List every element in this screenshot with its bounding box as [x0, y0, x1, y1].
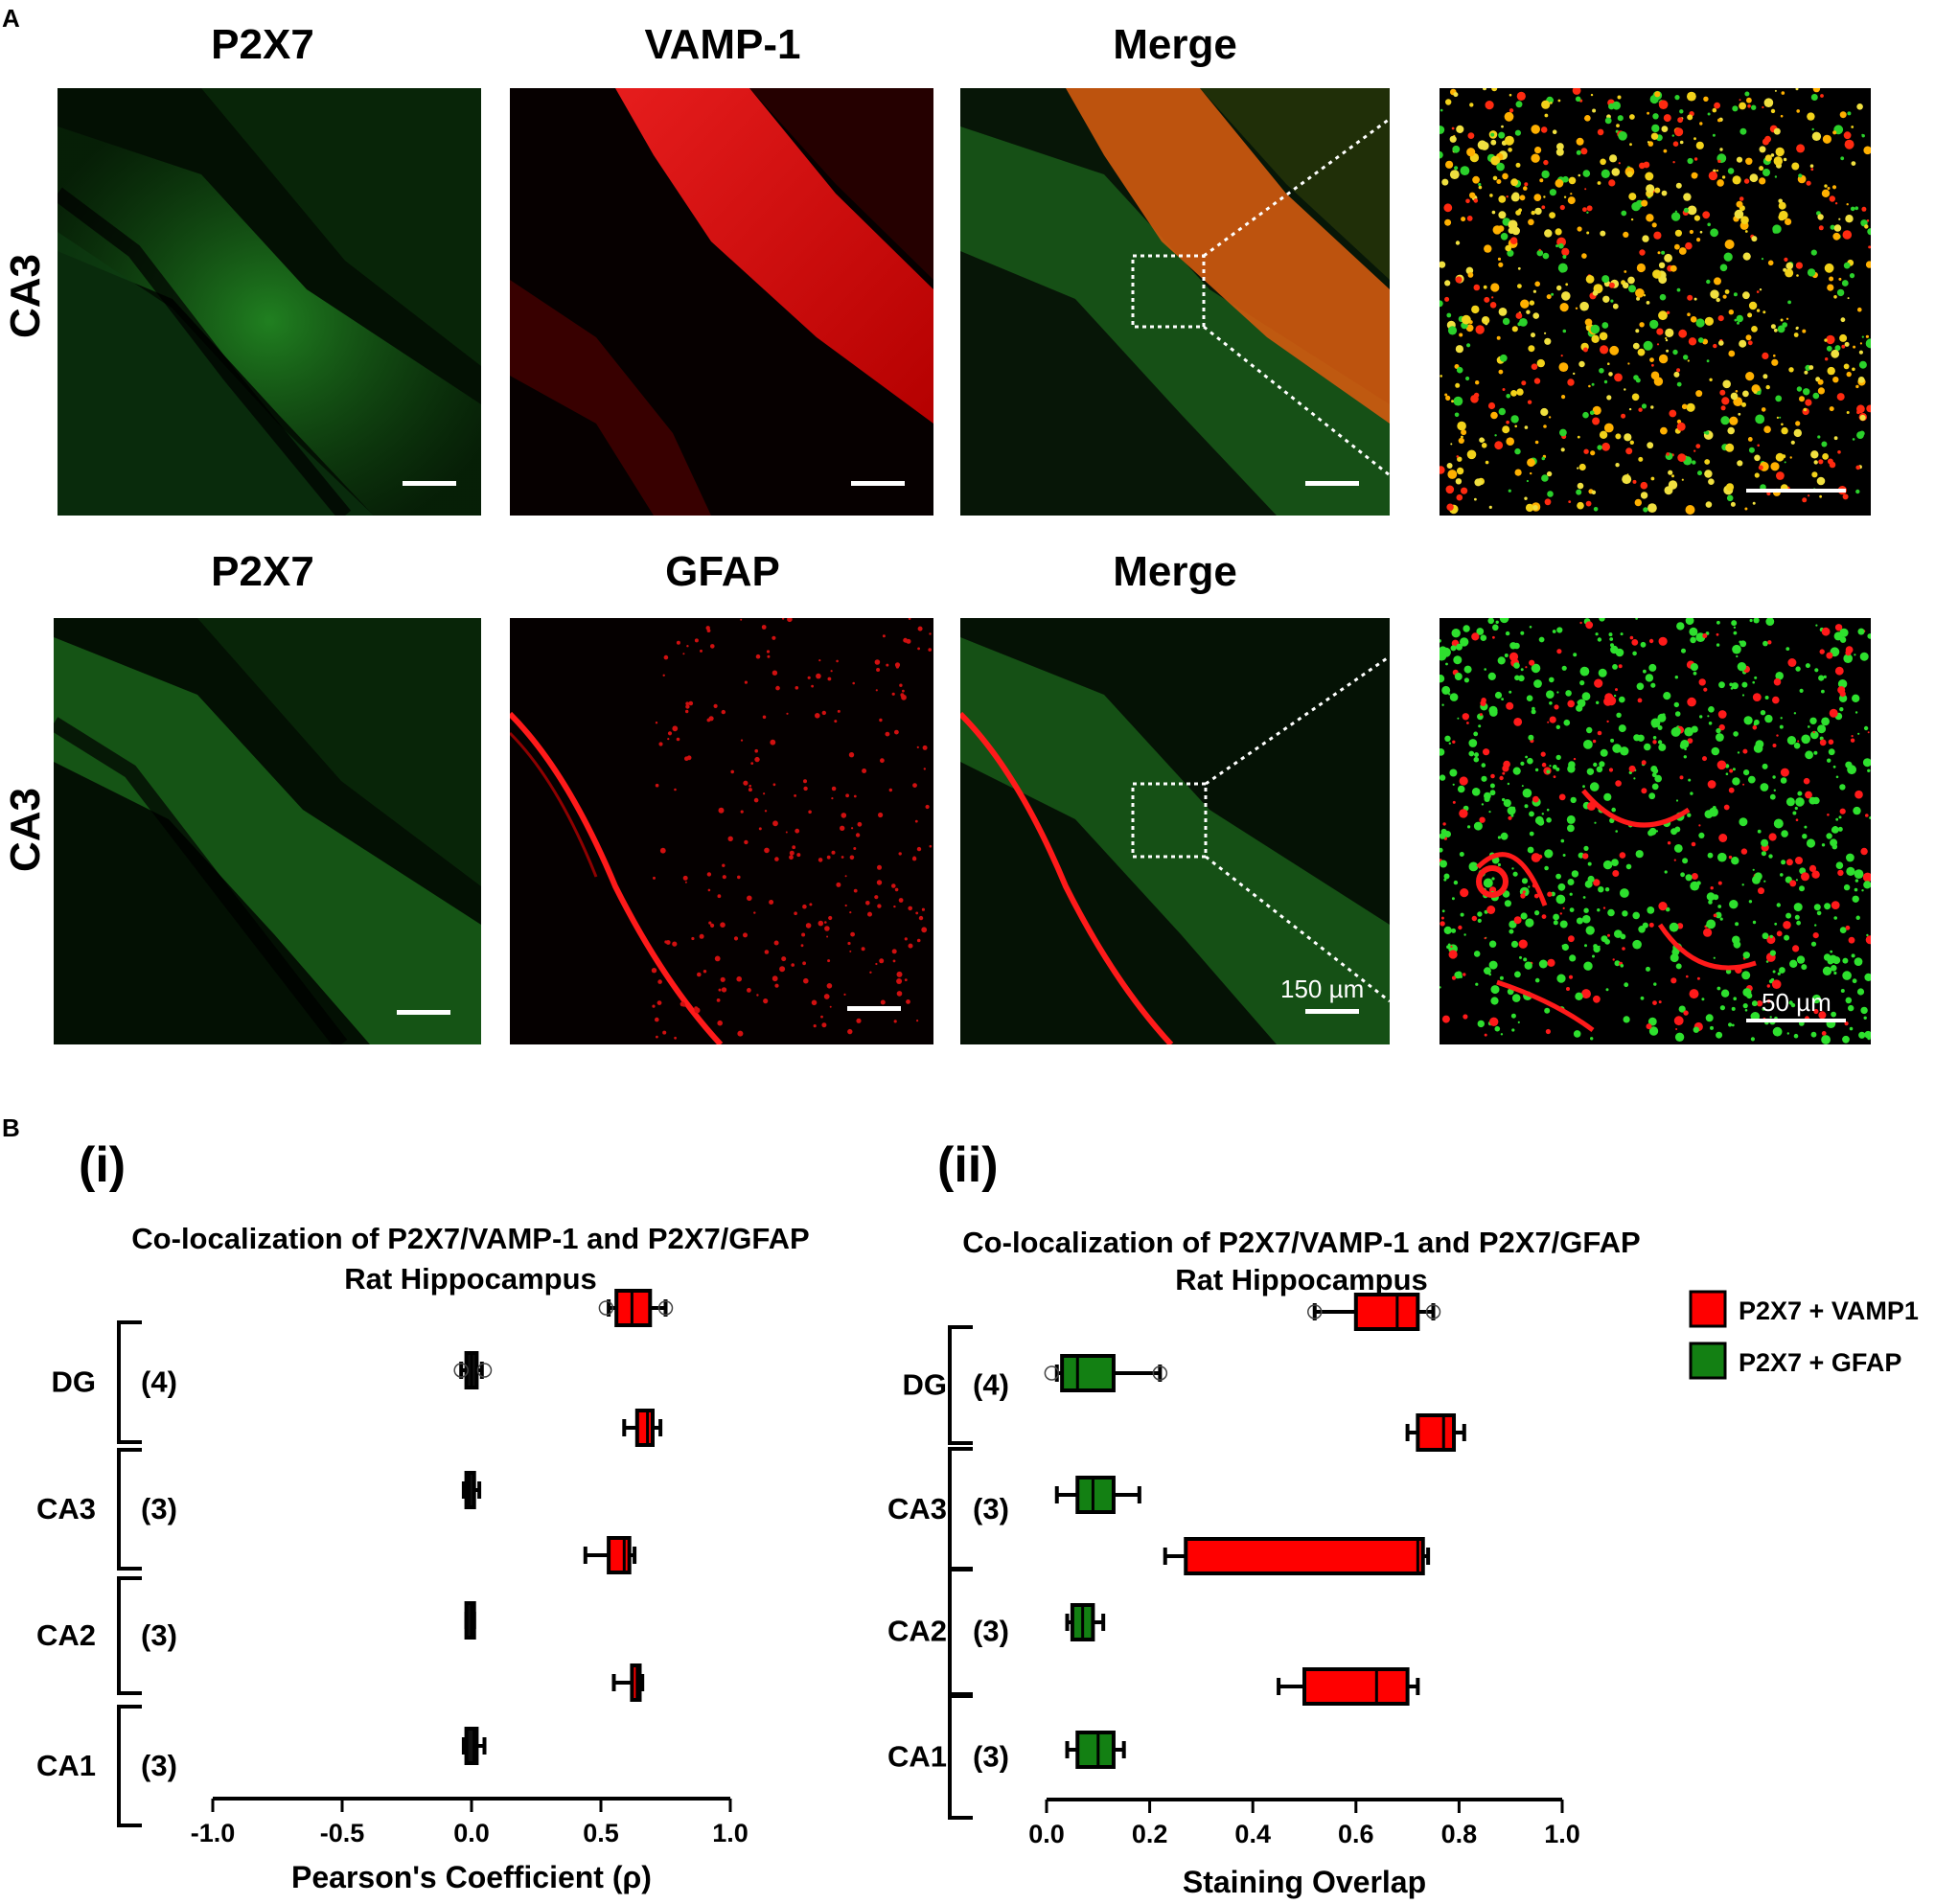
row-label-ca3-1: CA3: [2, 253, 49, 338]
scale-bar: [1746, 489, 1846, 493]
group-n: (3): [141, 1492, 177, 1525]
gfap-box: [1075, 1476, 1116, 1514]
group-n: (3): [973, 1492, 1009, 1525]
gfap-box: [1060, 1354, 1116, 1392]
micrograph-merge-gfap: 150 µm: [960, 618, 1390, 1044]
micrograph-merge-vamp1: [960, 88, 1390, 516]
x-tick-label: 0.2: [1132, 1820, 1168, 1848]
vamp-box: [1184, 1537, 1425, 1575]
x-tick-label: 0.6: [1338, 1820, 1374, 1848]
x-tick-label: 0.8: [1441, 1820, 1478, 1848]
title-merge-row1: Merge: [1113, 21, 1237, 68]
chart-title: Co-localization of P2X7/VAMP-1 and P2X7/…: [131, 1222, 809, 1255]
group-label: CA3: [887, 1492, 947, 1525]
panel-sublabel: (i): [79, 1137, 126, 1193]
scale-bar: [397, 1010, 450, 1015]
scale-label-50: 50 µm: [1762, 988, 1831, 1017]
legend-swatch: [1689, 1290, 1727, 1328]
group-n: (3): [973, 1740, 1009, 1774]
group-bracket: [117, 1320, 142, 1444]
scale-bar: [847, 1006, 901, 1011]
group-n: (3): [973, 1615, 1009, 1648]
title-p2x7-row2: P2X7: [211, 548, 314, 595]
vamp-box: [1302, 1667, 1410, 1706]
x-tick-label: 0.0: [453, 1819, 490, 1847]
group-bracket: [948, 1447, 973, 1571]
x-tick-label: -0.5: [320, 1819, 365, 1847]
group-bracket: [117, 1448, 142, 1571]
zoom-box: [1131, 254, 1206, 329]
scale-label-150: 150 µm: [1280, 975, 1365, 1003]
outlier-point: [657, 1300, 674, 1316]
gfap-box: [1075, 1731, 1116, 1769]
micrograph-vamp1-ca3: [510, 88, 933, 516]
group-bracket: [948, 1567, 973, 1696]
group-label: CA1: [36, 1749, 96, 1782]
micrograph-gfap-ca3: [510, 618, 933, 1044]
title-gfap: GFAP: [665, 548, 780, 595]
chart-subtitle: Rat Hippocampus: [1175, 1263, 1428, 1296]
micrograph-zoom-vamp1: [1440, 88, 1871, 516]
group-bracket: [117, 1576, 142, 1695]
legend-label: P2X7 + GFAP: [1739, 1348, 1901, 1377]
x-tick-label: 1.0: [712, 1819, 749, 1847]
outlier-point: [476, 1363, 493, 1378]
x-tick-label: 0.4: [1234, 1820, 1271, 1848]
outlier-point: [1425, 1304, 1441, 1319]
group-bracket: [948, 1694, 973, 1820]
vamp-box: [1416, 1413, 1457, 1452]
vamp-box: [634, 1409, 655, 1447]
x-tick-label: -1.0: [191, 1819, 236, 1847]
scale-bar: [851, 481, 905, 486]
x-tick-label: 1.0: [1544, 1820, 1580, 1848]
vamp-box: [607, 1536, 632, 1574]
gfap-box: [464, 1727, 479, 1765]
outlier-point: [1307, 1304, 1323, 1319]
x-tick-label: 0.5: [583, 1819, 619, 1847]
group-label: DG: [52, 1365, 97, 1399]
title-merge-row2: Merge: [1113, 548, 1237, 595]
chart-title: Co-localization of P2X7/VAMP-1 and P2X7/…: [962, 1226, 1640, 1259]
outlier-point: [598, 1300, 614, 1316]
group-label: CA2: [887, 1615, 947, 1648]
box-plot-charts: (i)Co-localization of P2X7/VAMP-1 and P2…: [36, 1137, 1919, 1899]
chart-subtitle: Rat Hippocampus: [344, 1262, 597, 1296]
scale-bar: [1305, 481, 1359, 486]
group-n: (4): [973, 1368, 1009, 1402]
group-label: CA1: [887, 1740, 947, 1774]
micrograph-zoom-gfap: 50 µm: [1440, 618, 1871, 1044]
scale-bar: [1305, 1009, 1359, 1014]
x-axis-label: Pearson's Coefficient (ρ): [291, 1860, 652, 1894]
zoom-box: [1131, 782, 1208, 859]
vamp-box: [1353, 1293, 1420, 1331]
group-n: (3): [141, 1618, 177, 1652]
micrograph-p2x7-ca3-row2: [54, 618, 481, 1044]
outlier-point: [1044, 1365, 1060, 1381]
group-bracket: [948, 1325, 973, 1445]
title-p2x7-row1: P2X7: [211, 21, 314, 68]
group-label: CA2: [36, 1618, 96, 1652]
legend-swatch: [1689, 1342, 1727, 1380]
micrograph-p2x7-ca3: [58, 88, 481, 516]
scale-bar: [403, 481, 456, 486]
group-label: DG: [903, 1368, 948, 1402]
group-bracket: [117, 1705, 142, 1827]
x-tick-label: 0.0: [1028, 1820, 1065, 1848]
group-n: (3): [141, 1749, 177, 1782]
group-label: CA3: [36, 1492, 96, 1525]
scale-bar: [1746, 1019, 1846, 1022]
legend-label: P2X7 + VAMP1: [1739, 1296, 1919, 1325]
title-vamp1: VAMP-1: [644, 21, 801, 68]
panel-label-a: A: [2, 4, 20, 33]
outlier-point: [1152, 1365, 1168, 1381]
group-n: (4): [141, 1365, 177, 1399]
panel-sublabel: (ii): [937, 1137, 999, 1193]
x-axis-label: Staining Overlap: [1183, 1865, 1426, 1899]
panel-label-b: B: [2, 1113, 20, 1142]
row-label-ca3-2: CA3: [2, 787, 49, 872]
outlier-point: [453, 1363, 469, 1378]
